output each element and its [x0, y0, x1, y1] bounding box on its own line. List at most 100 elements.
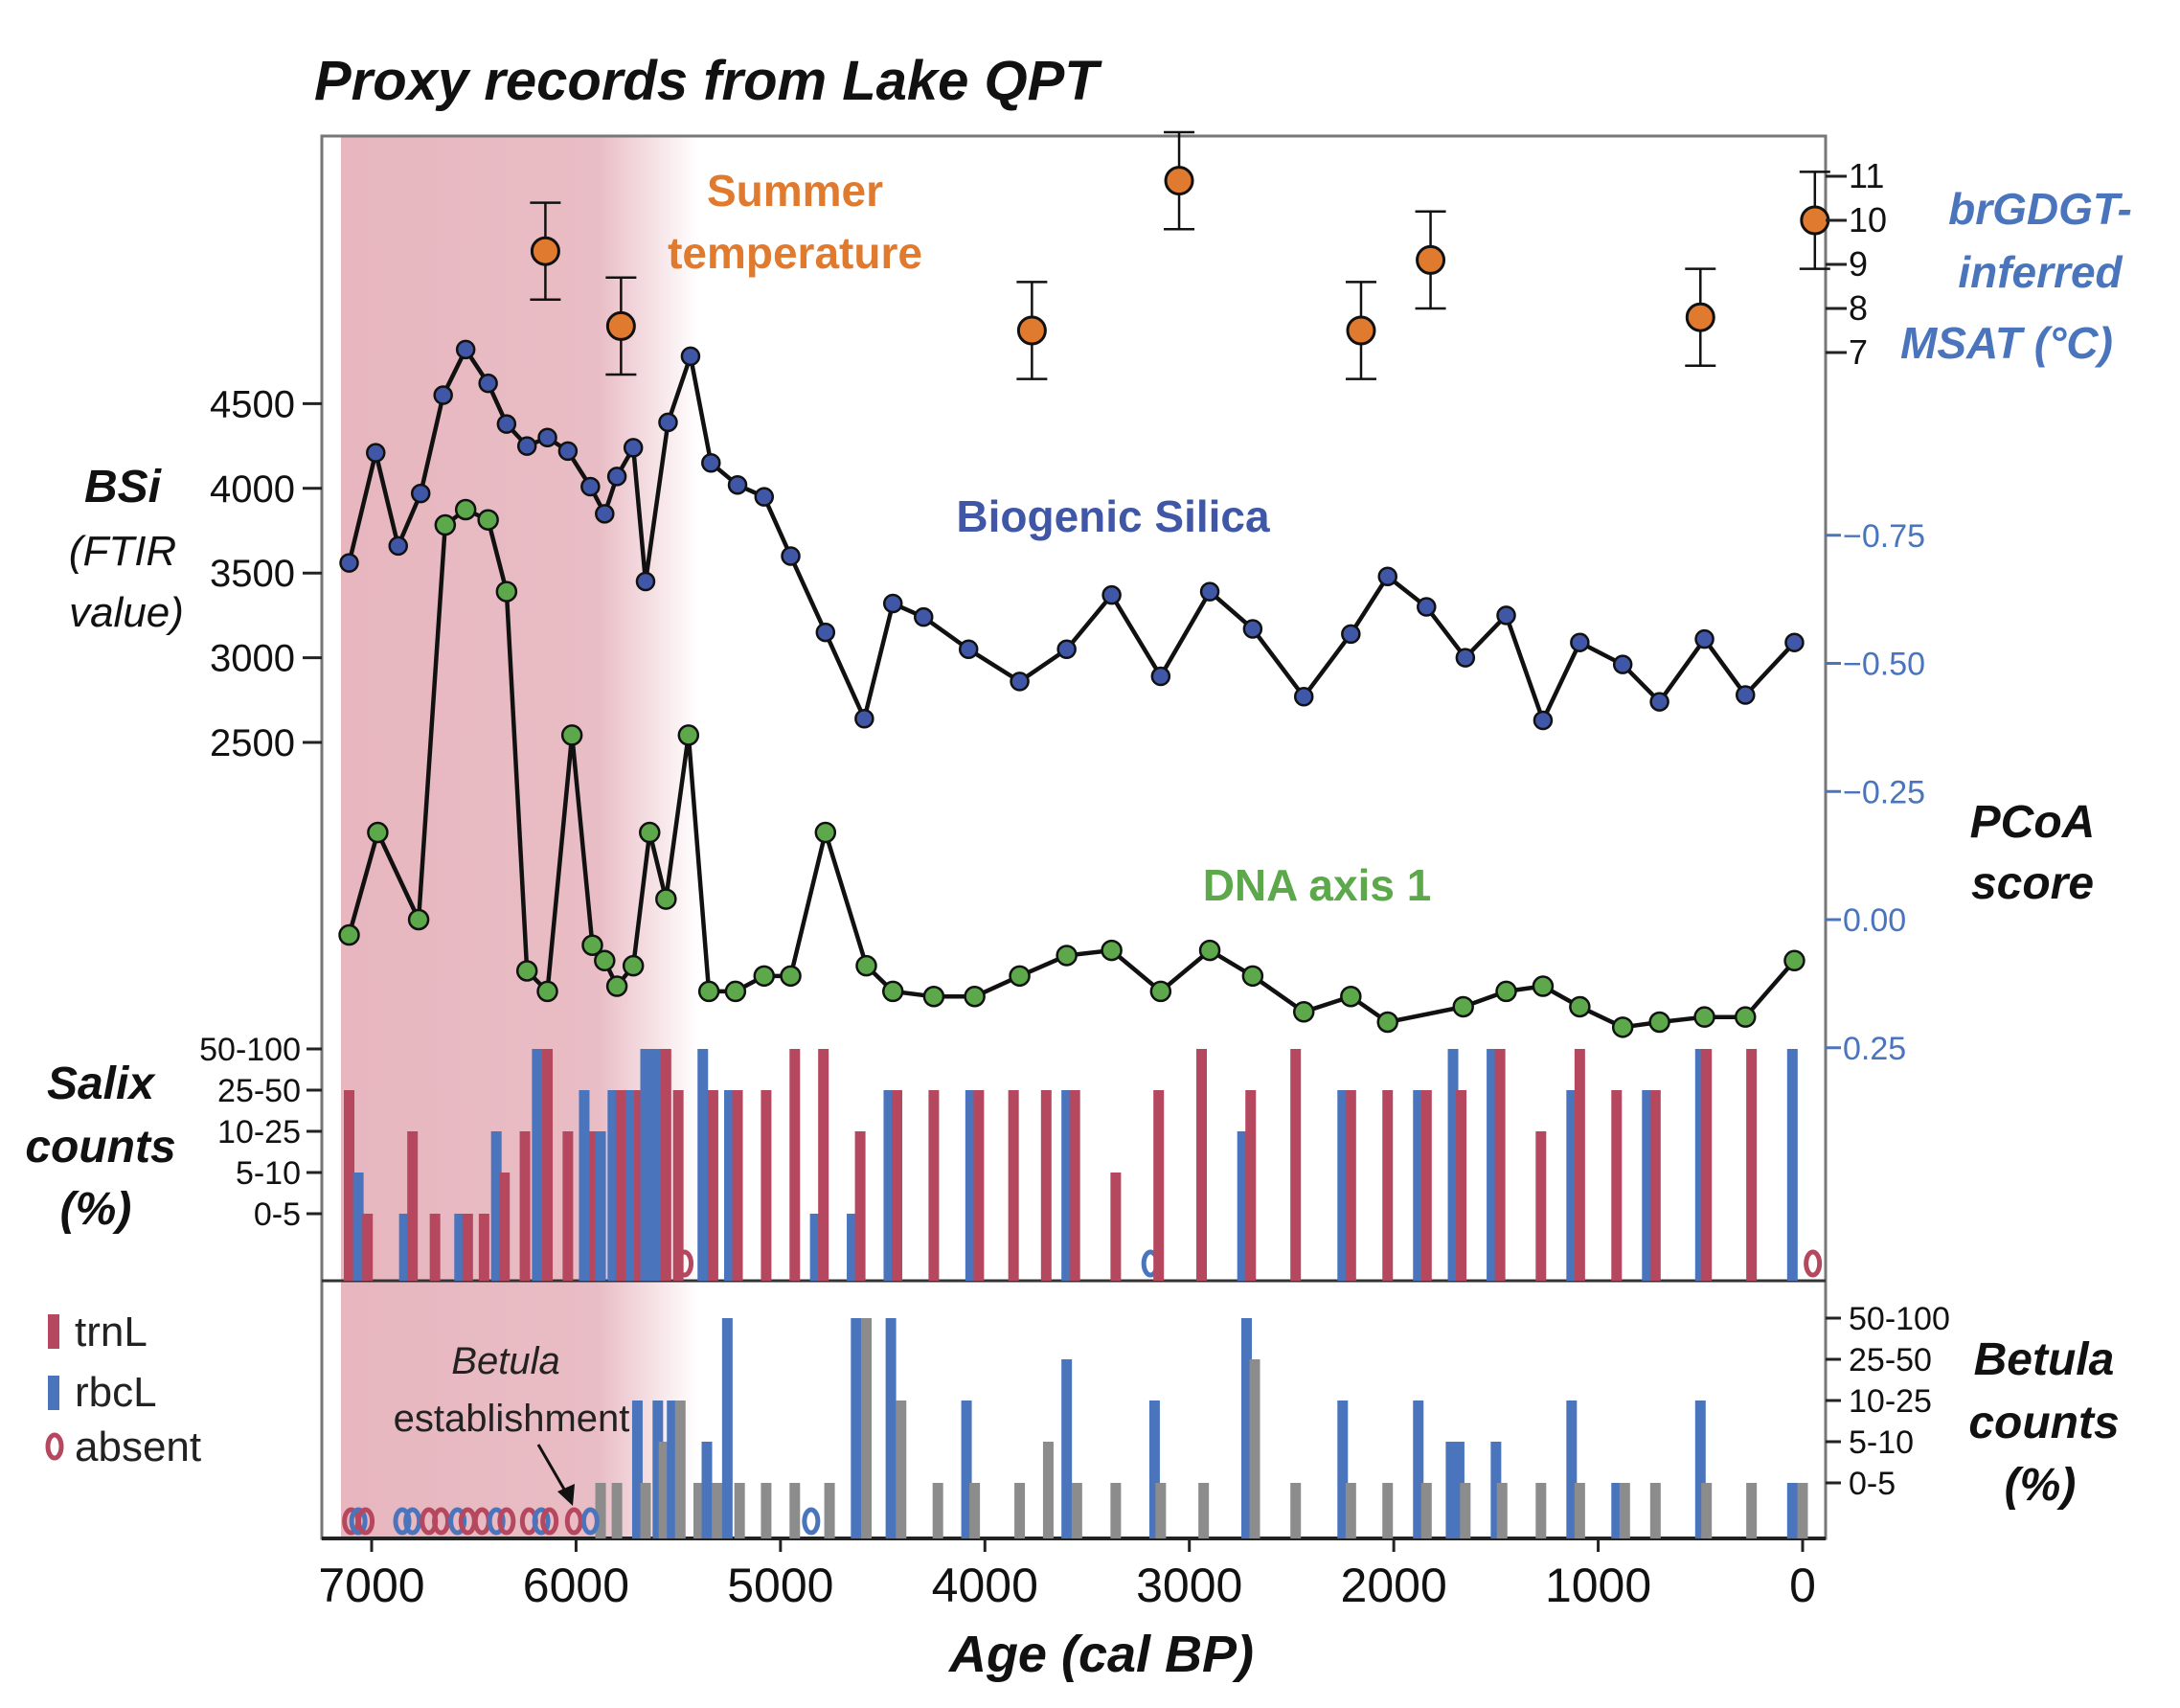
salix-bar	[532, 1049, 543, 1281]
salix-bar	[519, 1131, 531, 1281]
legend: trnL rbcL absent	[45, 1309, 201, 1470]
salix-bar	[615, 1090, 626, 1281]
salix-bar	[854, 1131, 866, 1281]
salix-bar	[352, 1173, 364, 1281]
bsi-point	[1455, 648, 1476, 668]
betula-bar	[1240, 1318, 1252, 1538]
betula-bar	[1337, 1401, 1349, 1538]
salix-bar	[1566, 1090, 1578, 1281]
betula-bar	[1649, 1483, 1661, 1538]
betula-bar	[1042, 1442, 1054, 1538]
betula-bar	[932, 1483, 943, 1538]
pcoa-point	[434, 513, 457, 536]
betula-bar	[1445, 1442, 1457, 1538]
bsi-point	[680, 346, 701, 367]
betula-bar	[1453, 1442, 1465, 1538]
salix-bar	[1420, 1090, 1432, 1281]
salix-bar	[1040, 1090, 1052, 1281]
bsi-point	[1694, 628, 1714, 649]
betula-bar	[1071, 1483, 1082, 1538]
betula-absent-marker	[448, 1507, 467, 1536]
betula-bar	[701, 1442, 713, 1538]
bsi-point	[1735, 685, 1756, 705]
salix-bar	[965, 1090, 976, 1281]
temperature-point	[1800, 205, 1830, 236]
pcoa-point	[677, 724, 700, 746]
salix-axis-title-line-2: counts	[25, 1122, 175, 1173]
pcoa-axis-title-line-2: score	[1971, 858, 2094, 909]
betula-bar	[1535, 1483, 1547, 1538]
bsi-tick-label: 3000	[210, 638, 295, 680]
betula-bar	[824, 1483, 835, 1538]
pcoa-point	[477, 509, 499, 531]
salix-bar	[928, 1090, 940, 1281]
bsi-point	[366, 443, 386, 463]
temperature-point	[605, 310, 636, 341]
pcoa-point	[536, 980, 558, 1003]
salix-tick-label: 0-5	[254, 1196, 301, 1233]
pcoa-point	[1693, 1006, 1715, 1028]
betula-annotation-line-1: Betula	[451, 1340, 559, 1382]
pcoa-tick-label: −0.50	[1843, 647, 1925, 683]
betula-bar	[1786, 1483, 1798, 1538]
salix-bar	[1746, 1049, 1758, 1281]
x-tick-label: 5000	[727, 1559, 833, 1612]
salix-absent-marker	[675, 1249, 694, 1278]
salix-bar	[407, 1131, 419, 1281]
betula-bar	[721, 1318, 733, 1538]
pcoa-point	[780, 965, 802, 988]
betula-bar	[860, 1318, 872, 1538]
salix-bar	[883, 1090, 895, 1281]
betula-bar	[595, 1483, 606, 1538]
pcoa-point	[1101, 939, 1123, 962]
betula-axis-title-line-3: (%)	[2005, 1460, 2077, 1511]
pcoa-point	[655, 888, 677, 910]
legend-absent-ring	[45, 1432, 64, 1461]
msat-tick-label: 11	[1849, 156, 1884, 195]
msat-tick-label: 8	[1849, 288, 1868, 328]
legend-rbcl-swatch	[48, 1376, 59, 1410]
bsi-point	[606, 467, 627, 487]
salix-bar	[1786, 1049, 1798, 1281]
betula-bar	[1619, 1483, 1630, 1538]
legend-absent-label: absent	[75, 1423, 201, 1470]
bsi-tick-label: 2500	[210, 722, 295, 764]
pcoa-point	[367, 821, 389, 844]
x-tick-label: 7000	[318, 1559, 424, 1612]
legend-trnl-label: trnL	[75, 1309, 148, 1355]
salix-bar	[723, 1090, 735, 1281]
bsi-axis-title-line-1: BSi	[84, 462, 163, 512]
msat-tick-label: 10	[1849, 200, 1887, 239]
betula-bar	[1382, 1483, 1394, 1538]
bsi-point	[557, 441, 579, 462]
salix-bar	[1535, 1131, 1547, 1281]
bsi-point	[410, 483, 431, 504]
legend-rbcl-label: rbcL	[75, 1369, 157, 1416]
betula-bar	[761, 1483, 772, 1538]
betula-bar	[611, 1483, 623, 1538]
bsi-point	[754, 487, 775, 507]
salix-bar	[1611, 1090, 1623, 1281]
salix-bar	[579, 1090, 590, 1281]
bsi-point	[1101, 584, 1122, 605]
pcoa-point	[814, 821, 837, 844]
pcoa-point	[922, 986, 945, 1008]
temperature-point	[1346, 315, 1376, 346]
temperature-point	[530, 236, 560, 266]
betula-bar	[734, 1483, 745, 1538]
salix-bar	[973, 1090, 985, 1281]
temperature-label-line-1: Summer	[707, 166, 883, 216]
temperature-point	[1685, 302, 1715, 332]
pcoa-point	[581, 934, 603, 956]
betula-absent-marker	[356, 1507, 375, 1536]
betula-bar	[652, 1401, 664, 1538]
betula-absent-marker	[540, 1507, 559, 1536]
salix-bar	[1701, 1049, 1713, 1281]
pcoa-point	[1495, 980, 1517, 1003]
betula-bar	[885, 1318, 897, 1538]
salix-bar	[1456, 1090, 1467, 1281]
pcoa-point	[881, 980, 904, 1003]
betula-bar	[1061, 1359, 1073, 1538]
